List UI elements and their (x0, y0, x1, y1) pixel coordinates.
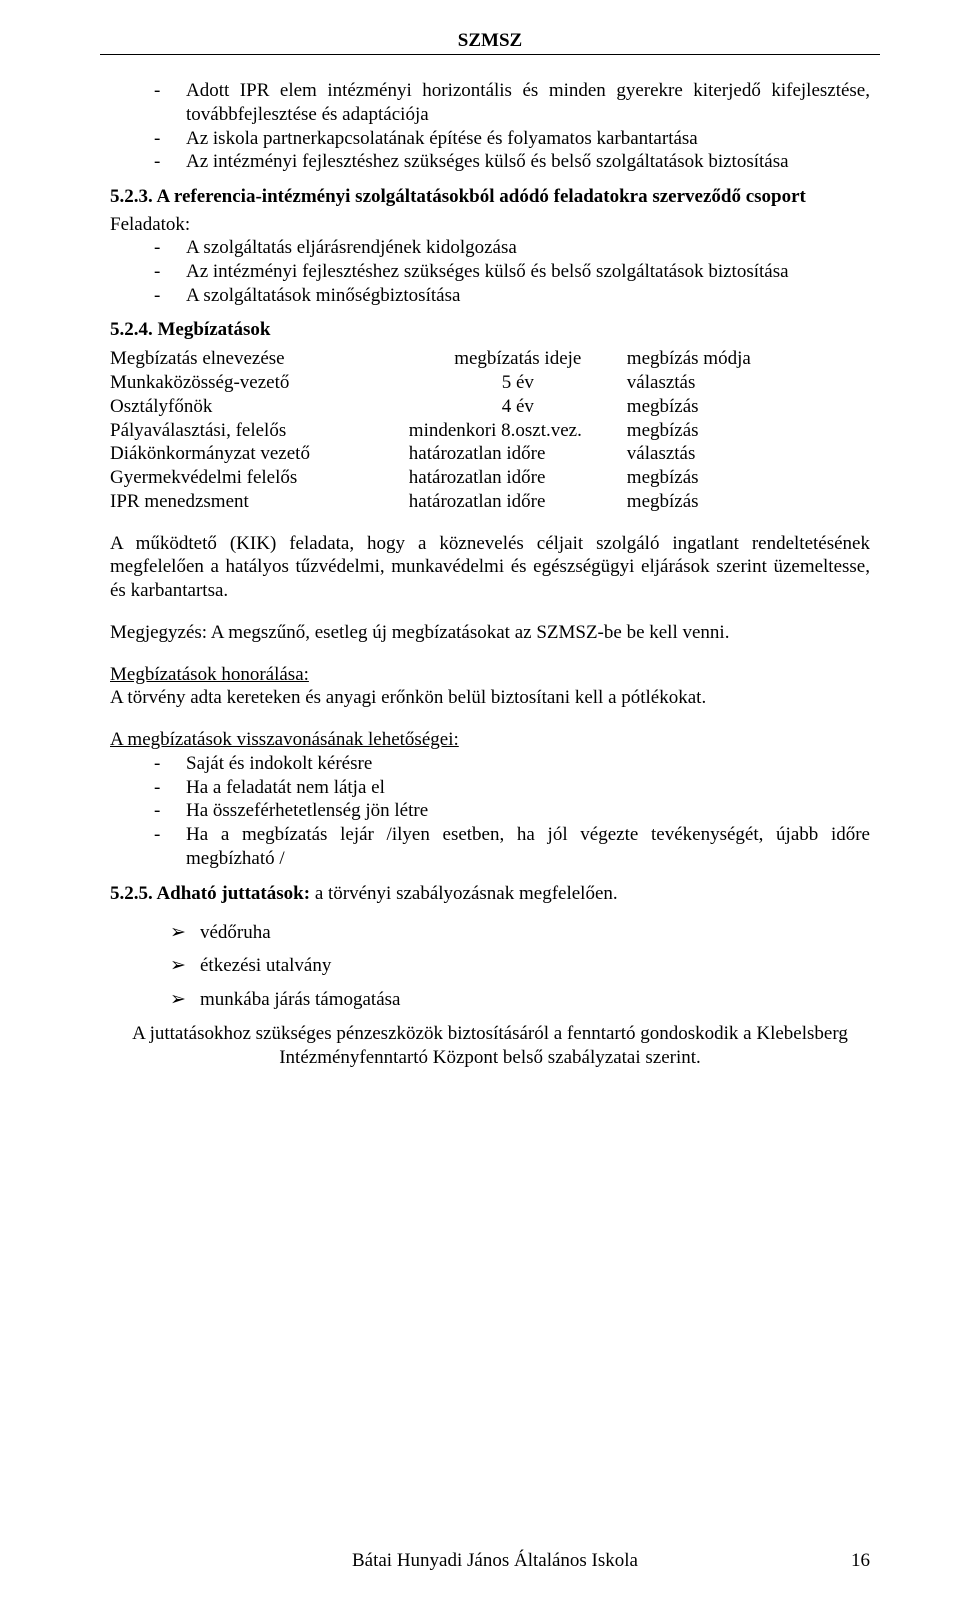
section-524-heading: 5.2.4. Megbízatások (110, 319, 870, 341)
list-item: védőruha (170, 921, 870, 945)
revoke-list: Saját és indokolt kérésre Ha a feladatát… (110, 752, 870, 871)
cell: 5 év (399, 371, 627, 395)
footer-page-number: 16 (820, 1550, 870, 1572)
feladatok-label: Feladatok: (110, 214, 870, 236)
cell: Diákönkormányzat vezető (110, 442, 399, 466)
cell: megbízás (627, 419, 870, 443)
list-item: A szolgáltatások minőségbiztosítása (154, 284, 870, 308)
list-item: Ha összeférhetetlenség jön létre (154, 799, 870, 823)
cell: határozatlan időre (399, 490, 627, 514)
cell: Pályaválasztási, felelős (110, 419, 399, 443)
cell: IPR menedzsment (110, 490, 399, 514)
table-row: Pályaválasztási, felelős mindenkori 8.os… (110, 419, 870, 443)
cell: megbízás (627, 490, 870, 514)
cell: 4 év (399, 395, 627, 419)
honor-text: A törvény adta kereteken és anyagi erőnk… (110, 686, 870, 710)
cell: Osztályfőnök (110, 395, 399, 419)
list-item: Saját és indokolt kérésre (154, 752, 870, 776)
juttatasok-list: védőruha étkezési utalvány munkába járás… (110, 921, 870, 1012)
list-item: Ha a feladatát nem látja el (154, 776, 870, 800)
honor-title: Megbízatások honorálása: (110, 663, 870, 687)
revoke-title: A megbízatások visszavonásának lehetőség… (110, 728, 870, 752)
cell: választás (627, 442, 870, 466)
col-header: megbízás módja (627, 347, 870, 371)
feladatok-list: A szolgáltatás eljárásrendjének kidolgoz… (110, 236, 870, 307)
list-item: Adott IPR elem intézményi horizontális é… (154, 79, 870, 127)
megbizatasok-table: Megbízatás elnevezése megbízatás ideje m… (110, 347, 870, 513)
col-header: megbízatás ideje (399, 347, 627, 371)
cell: mindenkori 8.oszt.vez. (399, 419, 627, 443)
list-item: Az intézményi fejlesztéshez szükséges kü… (154, 260, 870, 284)
table-row: Gyermekvédelmi felelős határozatlan időr… (110, 466, 870, 490)
table-row: Munkaközösség-vezető 5 év választás (110, 371, 870, 395)
cell: Munkaközösség-vezető (110, 371, 399, 395)
heading-rest: a törvényi szabályozásnak megfelelően. (310, 883, 618, 904)
cell: megbízás (627, 466, 870, 490)
list-item: Az intézményi fejlesztéshez szükséges kü… (154, 150, 870, 174)
table-row: Osztályfőnök 4 év megbízás (110, 395, 870, 419)
cell: Gyermekvédelmi felelős (110, 466, 399, 490)
paragraph-kik: A működtető (KIK) feladata, hogy a közne… (110, 532, 870, 603)
list-item: munkába járás támogatása (170, 988, 870, 1012)
paragraph-note: Megjegyzés: A megszűnő, esetleg új megbí… (110, 621, 870, 645)
col-header: Megbízatás elnevezése (110, 347, 399, 371)
list-item: étkezési utalvány (170, 954, 870, 978)
closing-paragraph: A juttatásokhoz szükséges pénzeszközök b… (110, 1022, 870, 1070)
table-row: Diákönkormányzat vezető határozatlan idő… (110, 442, 870, 466)
page-header: SZMSZ (100, 30, 880, 55)
intro-list: Adott IPR elem intézményi horizontális é… (110, 79, 870, 174)
section-523-heading: 5.2.3. A referencia-intézményi szolgálta… (110, 186, 870, 208)
table-row: IPR menedzsment határozatlan időre megbí… (110, 490, 870, 514)
footer-school: Bátai Hunyadi János Általános Iskola (110, 1550, 820, 1572)
page-footer: Bátai Hunyadi János Általános Iskola 16 (110, 1550, 870, 1572)
list-item: A szolgáltatás eljárásrendjének kidolgoz… (154, 236, 870, 260)
cell: választás (627, 371, 870, 395)
list-item: Az iskola partnerkapcsolatának építése é… (154, 127, 870, 151)
heading-bold: 5.2.5. Adható juttatások: (110, 883, 310, 904)
cell: határozatlan időre (399, 466, 627, 490)
section-525-heading: 5.2.5. Adható juttatások: a törvényi sza… (110, 883, 870, 905)
table-header-row: Megbízatás elnevezése megbízatás ideje m… (110, 347, 870, 371)
cell: megbízás (627, 395, 870, 419)
list-item: Ha a megbízatás lejár /ilyen esetben, ha… (154, 823, 870, 871)
cell: határozatlan időre (399, 442, 627, 466)
